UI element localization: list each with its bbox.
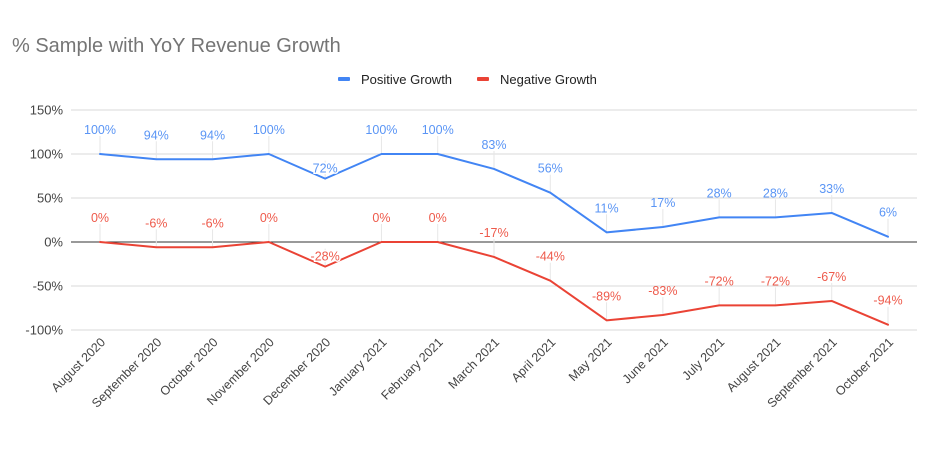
data-label: -17% [479,226,508,240]
legend-label-negative-growth: Negative Growth [500,72,597,87]
legend-item-positive-growth[interactable]: Positive Growth [338,72,452,87]
data-label: 17% [650,196,675,210]
series-positive-growth: 100% 94% 94% 100% 72% 100% 100% 83% 56% 11% 17% 28%… [84,123,897,238]
data-label: 0% [429,211,447,225]
gridlines [71,109,917,331]
y-tick-label: 0% [44,235,63,250]
y-tick-label: -100% [25,323,63,338]
chart-title: % Sample with YoY Revenue Growth [12,35,341,57]
x-tick-label: August 2021 [724,335,784,395]
x-tick-label: October 2020 [157,335,220,398]
x-tick-label: March 2021 [446,335,503,392]
legend: Positive Growth Negative Growth [338,72,597,87]
data-label: -6% [201,216,223,230]
y-tick-label: 150% [30,103,64,118]
y-tick-label: -50% [33,279,64,294]
data-label: 28% [707,186,732,200]
legend-label-positive-growth: Positive Growth [361,72,452,87]
series-layer: 100% 94% 94% 100% 72% 100% 100% 83% 56% 11% 17% 28%… [84,123,903,326]
data-label: -44% [536,250,565,264]
data-label: 72% [313,162,338,176]
legend-item-negative-growth[interactable]: Negative Growth [477,72,597,87]
data-label: -89% [592,289,621,303]
y-axis: 150% 100% 50% 0% -50% -100% [25,103,63,338]
series-negative-growth: 0% -6% -6% 0% -28% 0% 0% -17% -44% -89% -83% -72% -7… [91,211,903,326]
data-label: 11% [595,201,619,215]
data-label: 100% [422,123,454,137]
data-label: 56% [538,162,563,176]
data-label: 100% [365,123,397,137]
y-tick-label: 50% [37,191,63,206]
data-label: 100% [253,123,285,137]
legend-swatch-positive-growth [338,77,350,81]
data-label: 0% [372,211,390,225]
y-tick-label: 100% [30,147,64,162]
legend-swatch-negative-growth [477,77,489,81]
data-label: -72% [705,274,734,288]
data-label: 83% [481,138,506,152]
data-label: -67% [817,270,846,284]
data-label: 100% [84,123,116,137]
x-tick-label: October 2021 [833,335,896,398]
x-tick-label: June 2021 [620,335,671,386]
x-tick-label: May 2021 [566,335,615,384]
data-label: 0% [91,211,109,225]
data-label: 94% [200,128,225,142]
data-label: -6% [145,216,167,230]
data-label: -94% [873,294,902,308]
data-label: 0% [260,211,278,225]
x-tick-label: July 2021 [680,335,728,383]
data-label: 28% [763,186,788,200]
x-tick-label: August 2020 [49,335,109,395]
data-label: -83% [648,284,677,298]
data-label: 94% [144,128,169,142]
x-tick-label: April 2021 [509,335,559,385]
data-label: -72% [761,274,790,288]
data-label: 33% [819,182,844,196]
x-tick-label: January 2021 [326,335,389,398]
data-label: -28% [311,250,340,264]
data-label: 6% [879,206,897,220]
